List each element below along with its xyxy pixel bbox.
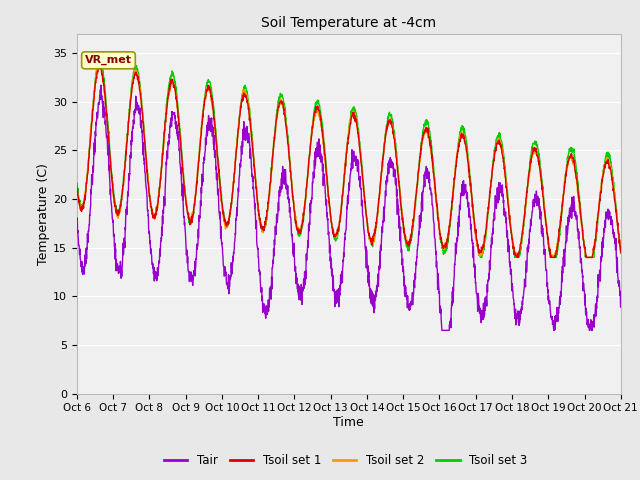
Text: VR_met: VR_met: [85, 55, 132, 65]
Tsoil set 2: [570, 161, 577, 167]
Tair: [508, 270, 515, 276]
Tair: [570, 200, 577, 206]
Tsoil set 1: [584, 254, 592, 260]
Line: Tsoil set 2: Tsoil set 2: [77, 64, 621, 257]
Legend: Tair, Tsoil set 1, Tsoil set 2, Tsoil set 3: Tair, Tsoil set 1, Tsoil set 2, Tsoil se…: [159, 449, 532, 472]
Title: Soil Temperature at -4cm: Soil Temperature at -4cm: [261, 16, 436, 30]
Tsoil set 2: [507, 225, 515, 231]
Tair: [438, 327, 445, 333]
Tsoil set 3: [477, 254, 484, 260]
Tsoil set 2: [584, 254, 592, 260]
Tsoil set 2: [376, 182, 384, 188]
Tsoil set 1: [514, 254, 522, 260]
Tair: [97, 83, 105, 88]
Tsoil set 3: [365, 229, 372, 235]
Tsoil set 1: [570, 154, 577, 160]
Tsoil set 1: [617, 250, 625, 255]
Tsoil set 3: [73, 179, 81, 185]
Tsoil set 3: [617, 250, 625, 256]
Line: Tsoil set 1: Tsoil set 1: [77, 65, 621, 257]
Tair: [617, 304, 625, 310]
Tsoil set 1: [225, 220, 232, 226]
Tsoil set 3: [225, 221, 232, 227]
Line: Tsoil set 3: Tsoil set 3: [77, 59, 621, 257]
Tair: [365, 275, 372, 280]
Tsoil set 3: [570, 148, 577, 154]
Tsoil set 1: [73, 180, 81, 186]
Tsoil set 2: [96, 61, 104, 67]
Tsoil set 1: [507, 228, 515, 233]
Tsoil set 3: [376, 182, 384, 188]
Tair: [73, 216, 81, 221]
Tair: [225, 280, 232, 286]
Tsoil set 1: [365, 230, 372, 236]
Tsoil set 2: [365, 230, 372, 236]
Tsoil set 3: [508, 229, 515, 235]
Tair: [376, 244, 384, 250]
Line: Tair: Tair: [77, 85, 621, 330]
Tsoil set 2: [617, 247, 625, 252]
Tsoil set 3: [584, 254, 592, 260]
Tsoil set 2: [225, 219, 232, 225]
Tsoil set 2: [547, 254, 555, 260]
Y-axis label: Temperature (C): Temperature (C): [37, 163, 50, 264]
Tair: [584, 324, 592, 330]
Tsoil set 1: [376, 180, 384, 186]
Tsoil set 3: [95, 56, 103, 61]
Tsoil set 2: [73, 181, 81, 187]
X-axis label: Time: Time: [333, 416, 364, 429]
Tsoil set 1: [95, 62, 103, 68]
